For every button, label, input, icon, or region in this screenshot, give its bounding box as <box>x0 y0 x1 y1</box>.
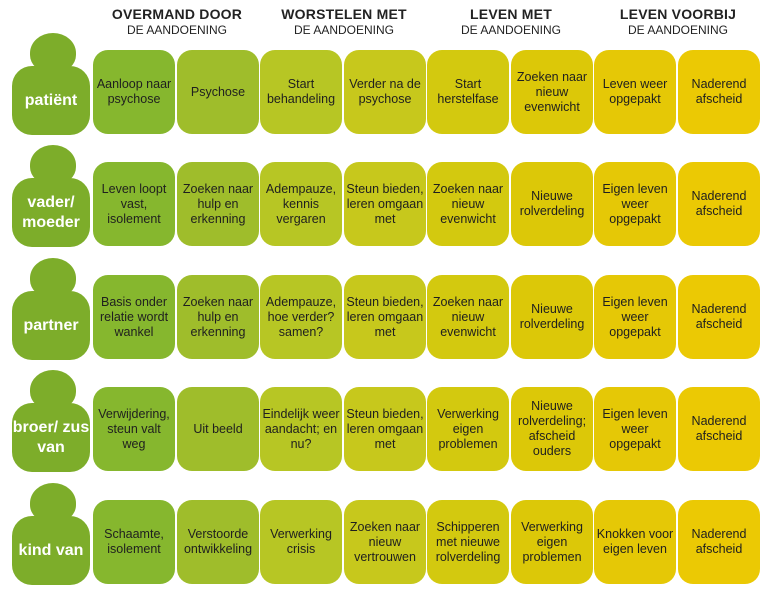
phase-cell: Eindelijk weer aandacht; en nu? <box>260 387 342 471</box>
phase-cell: Knokken voor eigen leven <box>594 500 676 584</box>
phase-cell: Eigen leven weer opgepakt <box>594 387 676 471</box>
phase-header: LEVEN MET DE AANDOENING <box>427 5 595 37</box>
phase-subtitle: DE AANDOENING <box>293 23 395 37</box>
phase-cell: Zoeken naar nieuw evenwicht <box>511 50 593 134</box>
phase-cell: Verwerking crisis <box>260 500 342 584</box>
person-icon: patiënt <box>12 33 90 135</box>
role-label: partner <box>12 291 90 360</box>
phase-cell: Basis onder relatie wordt wankel <box>93 275 175 359</box>
person-icon: broer/ zus van <box>12 370 90 472</box>
phase-subtitle: DE AANDOENING <box>460 23 562 37</box>
role-label: patiënt <box>12 66 90 135</box>
phase-cell: Adempauze, kennis vergaren <box>260 162 342 246</box>
phase-cell: Eigen leven weer opgepakt <box>594 275 676 359</box>
phase-cell: Steun bieden, leren omgaan met <box>344 162 426 246</box>
phase-cell: Psychose <box>177 50 259 134</box>
person-icon: vader/ moeder <box>12 145 90 247</box>
phase-title: LEVEN VOORBIJ <box>619 6 737 22</box>
person-icon: kind van <box>12 483 90 585</box>
phase-title: WORSTELEN MET <box>281 6 407 22</box>
phase-cell: Zoeken naar hulp en erkenning <box>177 162 259 246</box>
phase-header: LEVEN VOORBIJ DE AANDOENING <box>594 5 762 37</box>
phase-header: OVERMAND DOOR DE AANDOENING <box>93 5 261 37</box>
phase-cell: Steun bieden, leren omgaan met <box>344 275 426 359</box>
phase-title: LEVEN MET <box>470 6 552 22</box>
phase-cell: Steun bieden, leren omgaan met <box>344 387 426 471</box>
phase-cell: Schipperen met nieuwe rolverdeling <box>427 500 509 584</box>
phase-cell: Leven weer opgepakt <box>594 50 676 134</box>
role-label: vader/ moeder <box>12 178 90 247</box>
person-icon: partner <box>12 258 90 360</box>
phase-cell: Zoeken naar nieuw evenwicht <box>427 275 509 359</box>
phase-subtitle: DE AANDOENING <box>126 23 228 37</box>
phase-subtitle: DE AANDOENING <box>627 23 729 37</box>
phase-cell: Verwerking eigen problemen <box>511 500 593 584</box>
phase-title: OVERMAND DOOR <box>111 6 243 22</box>
phase-cell: Nieuwe rolverdeling; afscheid ouders <box>511 387 593 471</box>
phase-cell: Leven loopt vast, isolement <box>93 162 175 246</box>
phase-cell: Verwijdering, steun valt weg <box>93 387 175 471</box>
phase-cell: Nieuwe rolverdeling <box>511 162 593 246</box>
phase-cell: Verwerking eigen problemen <box>427 387 509 471</box>
phase-cell: Zoeken naar nieuw vertrouwen <box>344 500 426 584</box>
phase-cell: Naderend afscheid <box>678 50 760 134</box>
phase-cell: Verstoorde ontwikkeling <box>177 500 259 584</box>
phase-cell: Naderend afscheid <box>678 500 760 584</box>
phase-cell: Adempauze, hoe verder? samen? <box>260 275 342 359</box>
phase-cell: Naderend afscheid <box>678 387 760 471</box>
phase-cell: Uit beeld <box>177 387 259 471</box>
phase-cell: Nieuwe rolverdeling <box>511 275 593 359</box>
phase-cell: Zoeken naar nieuw evenwicht <box>427 162 509 246</box>
phase-cell: Zoeken naar hulp en erkenning <box>177 275 259 359</box>
phase-cell: Verder na de psychose <box>344 50 426 134</box>
phase-cell: Start herstelfase <box>427 50 509 134</box>
phase-cell: Schaamte, isolement <box>93 500 175 584</box>
phase-cell: Eigen leven weer opgepakt <box>594 162 676 246</box>
role-label: kind van <box>12 516 90 585</box>
phase-cell: Start behandeling <box>260 50 342 134</box>
phase-cell: Naderend afscheid <box>678 162 760 246</box>
phase-cell: Aanloop naar psychose <box>93 50 175 134</box>
role-label: broer/ zus van <box>12 403 90 472</box>
phase-cell: Naderend afscheid <box>678 275 760 359</box>
phase-header: WORSTELEN MET DE AANDOENING <box>260 5 428 37</box>
